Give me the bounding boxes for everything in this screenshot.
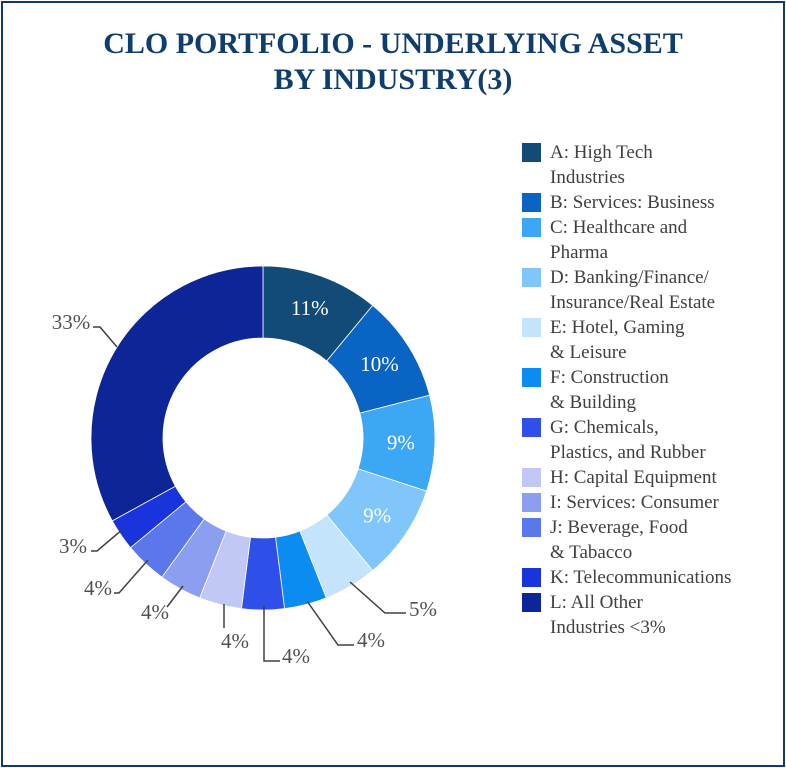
legend-swatch-k [522, 568, 541, 587]
legend-swatch-a [522, 143, 541, 162]
legend-item-e: E: Hotel, Gaming & Leisure [522, 315, 772, 365]
leader-line-j [114, 559, 149, 594]
legend-swatch-g [522, 418, 541, 437]
legend-swatch-e [522, 318, 541, 337]
legend-label-line: D: Banking/Finance/ [550, 267, 709, 288]
slice-label-l: 33% [52, 310, 91, 334]
legend-label-line: Pharma [550, 242, 609, 263]
legend-swatch-c [522, 218, 541, 237]
legend-label-line: E: Hotel, Gaming [550, 317, 685, 338]
leader-line-k [91, 528, 124, 552]
legend-item-i: I: Services: Consumer [522, 490, 772, 515]
chart-title-line-2: BY INDUSTRY(3) [273, 63, 513, 96]
legend-swatch-b [522, 193, 541, 212]
leader-line-e [349, 581, 406, 614]
leader-line-l [93, 326, 118, 348]
legend-label-line: Industries [550, 167, 625, 188]
legend-swatch-f [522, 368, 541, 387]
leader-line-f [306, 600, 354, 646]
slice-label-h: 4% [221, 629, 249, 653]
leader-line-g [263, 606, 280, 662]
legend-label-line: B: Services: Business [550, 192, 715, 213]
leader-line-i [166, 585, 184, 608]
legend-label-line: & Tabacco [550, 542, 633, 563]
chart-legend: A: High Tech Industries B: Services: Busin… [522, 140, 772, 640]
legend-label-line: H: Capital Equipment [550, 467, 717, 488]
chart-title: CLO PORTFOLIO - UNDERLYING ASSET BY INDU… [0, 26, 786, 98]
legend-label-line: G: Chemicals, [550, 417, 659, 438]
legend-label-line: A: High Tech [550, 142, 653, 163]
legend-item-l: L: All Other Industries <3% [522, 590, 772, 640]
legend-label-line: C: Healthcare and [550, 217, 688, 238]
chart-title-line-1: CLO PORTFOLIO - UNDERLYING ASSET [103, 27, 683, 60]
legend-item-c: C: Healthcare and Pharma [522, 215, 772, 265]
legend-item-k: K: Telecommunications [522, 565, 772, 590]
donut-slice-l [90, 265, 264, 522]
slice-label-j: 4% [84, 576, 112, 600]
slice-label-i: 4% [141, 600, 169, 624]
legend-label-line: F: Construction [550, 367, 669, 388]
slice-label-a: 11% [291, 296, 329, 320]
legend-label-line: Industries <3% [550, 617, 666, 638]
legend-item-g: G: Chemicals, Plastics, and Rubber [522, 415, 772, 465]
slice-label-e: 5% [409, 597, 437, 621]
legend-item-d: D: Banking/Finance/Insurance/Real Estate [522, 265, 772, 315]
legend-swatch-j [522, 518, 541, 537]
legend-swatch-l [522, 593, 541, 612]
legend-label-line: K: Telecommunications [550, 567, 732, 588]
slice-label-b: 10% [360, 352, 399, 376]
legend-label-line: J: Beverage, Food [550, 517, 688, 538]
slice-label-k: 3% [59, 534, 87, 558]
legend-swatch-h [522, 468, 541, 487]
legend-label-line: L: All Other [550, 592, 643, 613]
slice-label-f: 4% [357, 628, 385, 652]
slice-label-d: 9% [363, 504, 391, 528]
slice-label-c: 9% [387, 430, 415, 454]
legend-label-line: & Building [550, 392, 637, 413]
legend-label-line: Plastics, and Rubber [550, 442, 706, 463]
legend-label-line: Insurance/Real Estate [550, 292, 716, 313]
legend-swatch-d [522, 268, 541, 287]
legend-item-h: H: Capital Equipment [522, 465, 772, 490]
legend-label-line: I: Services: Consumer [550, 492, 719, 513]
legend-item-f: F: Construction & Building [522, 365, 772, 415]
legend-item-b: B: Services: Business [522, 190, 772, 215]
legend-label-line: & Leisure [550, 342, 627, 363]
legend-swatch-i [522, 493, 541, 512]
legend-item-j: J: Beverage, Food & Tabacco [522, 515, 772, 565]
legend-item-a: A: High Tech Industries [522, 140, 772, 190]
slice-label-g: 4% [282, 644, 310, 668]
